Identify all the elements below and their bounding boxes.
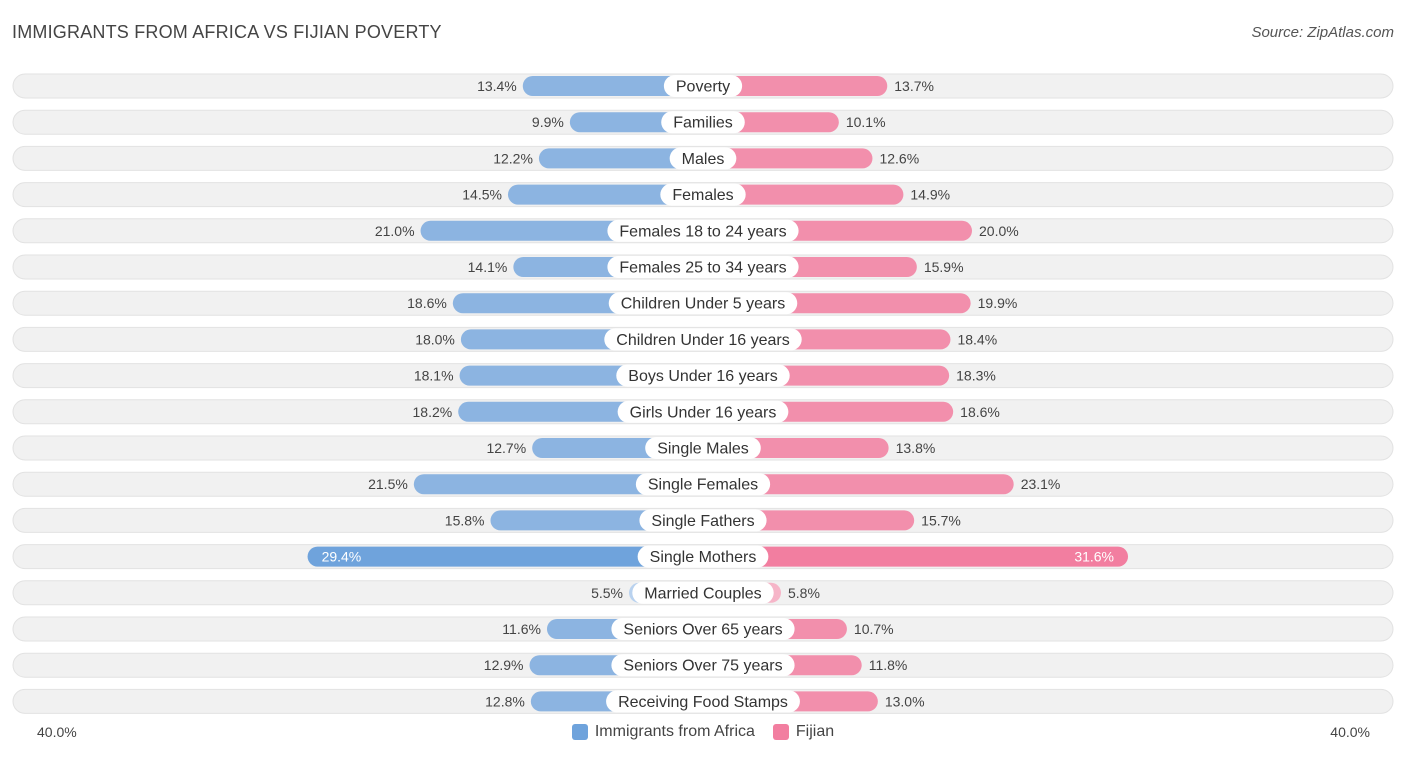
value-label-fijian-receiving-food-stamps: 13.0% [885, 693, 925, 709]
category-pill-children-under-16-years [604, 328, 802, 351]
category-label-girls-under-16-years: Girls Under 16 years [630, 404, 777, 421]
legend-item-immigrants-from-africa[interactable]: Immigrants from Africa [571, 723, 755, 741]
category-label-receiving-food-stamps: Receiving Food Stamps [618, 694, 788, 711]
category-label-females-25-to-34-years: Females 25 to 34 years [619, 260, 786, 277]
bar-immigrants-from-africa-single-mothers[interactable] [307, 546, 703, 567]
category-pill-married-couples [632, 581, 774, 604]
category-label-females-18-to-24-years: Females 18 to 24 years [619, 223, 786, 240]
category-pill-single-males [645, 437, 761, 459]
value-label-fijian-children-under-16-years: 18.4% [957, 331, 997, 347]
value-label-immigrants-from-africa-females-25-to-34-years: 14.1% [468, 259, 508, 275]
category-pill-seniors-over-65-years [611, 618, 795, 640]
category-pill-children-under-5-years [608, 292, 798, 315]
legend-label-immigrants-from-africa: Immigrants from Africa [594, 723, 755, 740]
category-pill-seniors-over-75-years [611, 654, 795, 677]
category-label-seniors-over-75-years: Seniors Over 75 years [623, 658, 782, 675]
value-label-fijian-females: 14.9% [910, 187, 950, 203]
value-label-immigrants-from-africa-males: 12.2% [493, 150, 533, 166]
category-label-single-males: Single Males [657, 441, 749, 458]
source-label: Source: ZipAtlas.com [1251, 24, 1394, 41]
category-label-children-under-5-years: Children Under 5 years [621, 296, 786, 313]
bar-immigrants-from-africa-single-females[interactable] [413, 474, 703, 495]
category-pill-girls-under-16-years [617, 400, 789, 423]
category-label-married-couples: Married Couples [644, 585, 761, 602]
value-label-immigrants-from-africa-married-couples: 5.5% [591, 585, 623, 601]
legend-swatch-fijian [772, 724, 789, 740]
category-pill-single-fathers [639, 509, 767, 532]
category-pill-females-18-to-24-years [607, 219, 799, 242]
bar-fijian-single-females[interactable] [703, 474, 1014, 495]
category-label-females: Females [672, 187, 733, 204]
bar-immigrants-from-africa-females[interactable] [507, 184, 703, 205]
category-label-seniors-over-65-years: Seniors Over 65 years [623, 622, 782, 639]
value-label-fijian-boys-under-16-years: 18.3% [956, 368, 996, 384]
category-pill-boys-under-16-years [616, 364, 790, 387]
legend-label-fijian: Fijian [795, 723, 835, 740]
category-pill-females [660, 183, 746, 206]
category-label-single-fathers: Single Fathers [651, 513, 754, 530]
category-pill-single-mothers [637, 545, 769, 568]
value-label-fijian-females-25-to-34-years: 15.9% [924, 259, 964, 275]
value-label-fijian-poverty: 13.7% [894, 78, 934, 94]
value-label-immigrants-from-africa-single-females: 21.5% [368, 476, 408, 492]
value-label-fijian-seniors-over-65-years: 10.7% [854, 621, 894, 637]
value-label-immigrants-from-africa-females: 14.5% [462, 187, 502, 203]
value-label-fijian-seniors-over-75-years: 11.8% [869, 657, 908, 673]
bar-immigrants-from-africa-poverty[interactable] [522, 76, 703, 96]
value-label-immigrants-from-africa-boys-under-16-years: 18.1% [414, 368, 454, 384]
value-label-fijian-married-couples: 5.8% [788, 585, 820, 601]
category-pill-females-25-to-34-years [607, 256, 799, 278]
category-pill-families [661, 111, 745, 134]
value-label-immigrants-from-africa-seniors-over-75-years: 12.9% [484, 657, 524, 673]
bar-fijian-poverty[interactable] [703, 76, 888, 96]
value-label-fijian-children-under-5-years: 19.9% [978, 295, 1018, 311]
value-label-immigrants-from-africa-children-under-5-years: 18.6% [407, 295, 447, 311]
value-label-fijian-families: 10.1% [846, 114, 886, 130]
value-label-fijian-single-females: 23.1% [1021, 476, 1061, 492]
category-label-single-mothers: Single Mothers [650, 549, 757, 566]
category-pill-males [669, 147, 737, 170]
category-label-boys-under-16-years: Boys Under 16 years [628, 368, 777, 385]
category-label-children-under-16-years: Children Under 16 years [616, 332, 789, 349]
category-pill-receiving-food-stamps [606, 690, 800, 713]
category-label-single-females: Single Females [648, 477, 758, 494]
value-label-immigrants-from-africa-single-mothers: 29.4% [322, 549, 362, 565]
value-label-fijian-girls-under-16-years: 18.6% [960, 404, 1000, 420]
bar-immigrants-from-africa-males[interactable] [538, 148, 703, 169]
category-label-families: Families [673, 115, 733, 132]
value-label-fijian-males: 12.6% [879, 150, 919, 166]
bar-fijian-females[interactable] [703, 184, 904, 205]
category-label-males: Males [682, 151, 725, 168]
value-label-immigrants-from-africa-seniors-over-65-years: 11.6% [502, 621, 541, 637]
diverging-bar-chart: 13.4% 13.7% Poverty 9.9% 10.1% Families 12.2% 1… [12, 73, 1394, 714]
axis-max-label: 40.0% [1330, 724, 1370, 740]
value-label-fijian-single-fathers: 15.7% [921, 512, 961, 528]
value-label-immigrants-from-africa-single-fathers: 15.8% [445, 512, 485, 528]
chart-title: IMMIGRANTS FROM AFRICA VS FIJIAN POVERTY [12, 22, 442, 42]
value-label-immigrants-from-africa-girls-under-16-years: 18.2% [413, 404, 453, 420]
value-label-immigrants-from-africa-receiving-food-stamps: 12.8% [485, 693, 525, 709]
bar-fijian-males[interactable] [703, 148, 873, 169]
value-label-fijian-single-mothers: 31.6% [1074, 549, 1114, 565]
bar-fijian-single-mothers[interactable] [703, 546, 1129, 567]
legend: Immigrants from Africa Fijian [0, 723, 1406, 741]
value-label-immigrants-from-africa-single-males: 12.7% [486, 440, 526, 456]
axis-min-label: 40.0% [37, 724, 77, 740]
value-label-immigrants-from-africa-females-18-to-24-years: 21.0% [375, 223, 415, 239]
category-label-poverty: Poverty [676, 79, 730, 96]
value-label-fijian-females-18-to-24-years: 20.0% [979, 223, 1019, 239]
legend-swatch-immigrants-from-africa [571, 724, 588, 740]
category-pill-single-females [635, 473, 771, 496]
value-label-fijian-single-males: 13.8% [896, 440, 936, 456]
value-label-immigrants-from-africa-children-under-16-years: 18.0% [415, 331, 455, 347]
value-label-immigrants-from-africa-poverty: 13.4% [477, 78, 517, 94]
category-pill-poverty [663, 75, 743, 97]
value-label-immigrants-from-africa-families: 9.9% [532, 114, 564, 130]
legend-item-fijian[interactable]: Fijian [772, 723, 835, 741]
